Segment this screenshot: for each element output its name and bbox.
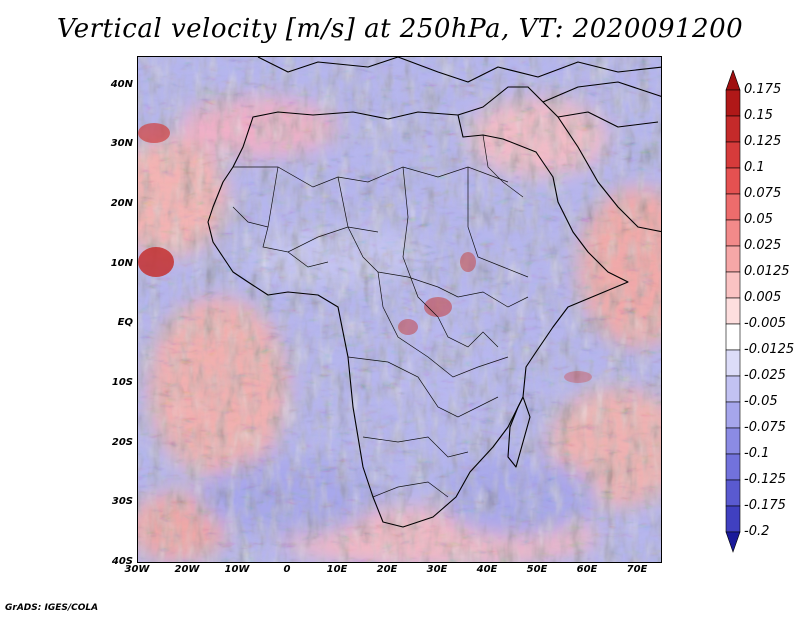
colorbar-segment — [725, 89, 741, 117]
colorbar-level-label: 0.025 — [744, 238, 782, 253]
colorbar-level-label: -0.175 — [744, 498, 786, 513]
lat-tick-label: 30N — [110, 138, 133, 150]
lat-tick-label: EQ — [117, 317, 133, 329]
lon-tick-label: 40E — [476, 564, 498, 575]
lat-tick-label: 10S — [111, 377, 133, 389]
colorbar-segment — [725, 453, 741, 481]
colorbar-level-label: -0.1 — [744, 446, 770, 461]
lat-tick-label: 10N — [110, 257, 133, 269]
lat-tick-label: 30S — [111, 496, 133, 508]
convective-hotspots — [138, 123, 592, 383]
colorbar-segment — [725, 141, 741, 169]
colorbar-segment — [725, 505, 741, 533]
colorbar-segment — [725, 271, 741, 299]
colorbar-segment — [725, 349, 741, 377]
colorbar-segment — [725, 219, 741, 247]
lon-tick-label: 10W — [224, 564, 250, 575]
colorbar-level-label: -0.025 — [744, 368, 786, 383]
colorbar-segment — [725, 427, 741, 455]
colorbar-level-label: -0.005 — [744, 316, 786, 331]
lon-tick-label: 50E — [526, 564, 548, 575]
vertical-velocity-field — [138, 57, 661, 562]
colorbar-segment — [725, 245, 741, 273]
colorbar-level-label: 0.15 — [744, 108, 773, 123]
lat-tick-label: 40N — [110, 78, 133, 90]
map-title: Vertical velocity [m/s] at 250hPa, VT: 2… — [56, 14, 744, 44]
colorbar-bottom-arrow — [725, 531, 741, 553]
lon-tick-label: 70E — [626, 564, 648, 575]
madagascar-outline — [507, 396, 531, 468]
colorbar-level-label: -0.2 — [744, 524, 770, 539]
credit-text: GrADS: IGES/COLA — [5, 603, 99, 613]
lon-tick-label: 60E — [576, 564, 598, 575]
colorbar-level-label: 0.05 — [744, 212, 773, 227]
colorbar-level-label: -0.05 — [744, 394, 778, 409]
lon-tick-label: 0 — [283, 564, 291, 575]
colorbar-segment — [725, 479, 741, 507]
colorbar-level-label: -0.075 — [744, 420, 786, 435]
colorbar-level-label: 0.005 — [744, 290, 782, 305]
lon-tick-label: 30W — [124, 564, 150, 575]
colorbar-segment — [725, 323, 741, 351]
africa-coastline — [207, 57, 661, 528]
colorbar-level-label: 0.1 — [744, 160, 765, 175]
colorbar-level-label: 0.175 — [744, 82, 782, 97]
colorbar-segment — [725, 115, 741, 143]
country-borders — [232, 134, 529, 498]
colorbar-level-label: 0.0125 — [744, 264, 790, 279]
lat-tick-label: 20N — [110, 198, 133, 210]
colorbar-level-label: 0.125 — [744, 134, 782, 149]
colorbar-level-label: -0.0125 — [744, 342, 795, 357]
lon-tick-label: 30E — [426, 564, 448, 575]
field-texture-dark — [138, 57, 661, 562]
lon-tick-label: 20W — [174, 564, 200, 575]
colorbar-top-arrow — [725, 70, 741, 91]
colorbar-level-label: 0.075 — [744, 186, 782, 201]
colorbar-segment — [725, 401, 741, 429]
colorbar-segment — [725, 193, 741, 221]
colorbar — [725, 70, 741, 553]
colorbar-level-label: -0.125 — [744, 472, 786, 487]
colorbar-segment — [725, 375, 741, 403]
lat-tick-label: 40S — [111, 556, 133, 567]
map-panel — [137, 56, 662, 563]
lon-tick-label: 20E — [376, 564, 398, 575]
colorbar-segment — [725, 167, 741, 195]
lat-tick-label: 20S — [111, 436, 133, 448]
lon-tick-label: 10E — [326, 564, 348, 575]
colorbar-segment — [725, 297, 741, 325]
